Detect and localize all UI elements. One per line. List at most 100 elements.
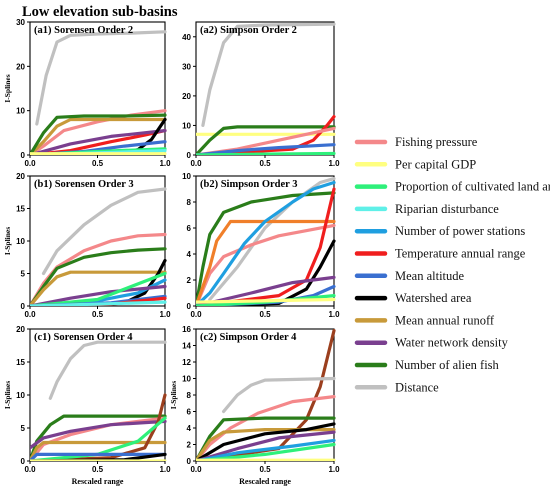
chart-panel: 0 10 20 30 0.0 0.5 1.0 (a1) Sorensen Order 2 I-S… [3, 18, 171, 168]
y-tick-label: 15 [16, 205, 25, 214]
series-line [196, 125, 336, 155]
y-tick-label: 15 [16, 358, 25, 367]
series-group [196, 329, 336, 461]
x-tick-label: 0.0 [190, 465, 202, 474]
chart-panel: 0 5 10 15 20 0.0 0.5 1.0 (c1) Sorensen Order 4 I-… [3, 325, 171, 486]
series-line [30, 232, 167, 306]
legend-item: Distance [354, 380, 439, 394]
y-tick-label: 10 [182, 172, 191, 181]
y-tick-label: 5 [21, 424, 26, 433]
x-tick-label: 1.0 [159, 310, 171, 319]
series-line [48, 340, 167, 400]
chart-panel: 0 10 20 30 40 0.0 0.5 1.0 (a2) Simpson Order 2 [182, 21, 340, 168]
legend-item: Riparian disturbance [354, 202, 499, 216]
legend-item: Watershed area [354, 291, 472, 305]
x-tick-label: 0.5 [259, 310, 271, 319]
panel-title: (a1) Sorensen Order 2 [34, 25, 133, 36]
legend-item: Number of power stations [354, 224, 525, 238]
legend-label: Watershed area [395, 291, 472, 305]
x-tick-label: 1.0 [159, 159, 171, 168]
figure-title: Low elevation sub-basins [22, 4, 178, 20]
series-group [196, 177, 336, 306]
panel-title: (b1) Sorensen Order 3 [34, 179, 134, 190]
legend-label: Riparian disturbance [395, 202, 499, 216]
series-line [196, 115, 336, 155]
x-tick-label: 0.0 [24, 159, 36, 168]
y-tick-label: 2 [187, 276, 192, 285]
legend-label: Number of power stations [395, 224, 525, 238]
legend-item: Fishing pressure [354, 135, 478, 149]
series-line [30, 129, 167, 155]
panel-title: (b2) Simpson Order 3 [200, 179, 298, 190]
plot-frame [29, 175, 166, 307]
x-tick-label: 0.5 [92, 159, 104, 168]
legend-label: Fishing pressure [395, 135, 478, 149]
x-tick-label: 1.0 [328, 465, 340, 474]
series-group [30, 340, 167, 461]
legend-item: Per capital GDP [354, 157, 476, 171]
legend-item: Number of alien fish [354, 358, 500, 372]
y-tick-label: 0 [21, 457, 26, 466]
series-line [196, 143, 336, 155]
x-tick-label: 0.5 [259, 159, 271, 168]
series-group [196, 22, 336, 155]
x-tick-label: 1.0 [328, 159, 340, 168]
y-tick-label: 2 [187, 441, 192, 450]
y-tick-label: 10 [182, 375, 191, 384]
legend-label: Mean altitude [395, 269, 465, 283]
series-line [30, 113, 167, 155]
x-tick-label: 0.5 [259, 465, 271, 474]
legend-label: Per capital GDP [395, 157, 476, 171]
y-tick-label: 30 [16, 18, 25, 27]
y-tick-label: 20 [16, 172, 25, 181]
y-tick-label: 6 [187, 408, 192, 417]
series-line [30, 284, 167, 306]
legend-label: Temperature annual range [395, 247, 526, 261]
series-line [196, 428, 336, 461]
y-tick-label: 20 [16, 325, 25, 334]
series-line [30, 117, 167, 155]
x-tick-label: 0.0 [190, 310, 202, 319]
x-tick-label: 1.0 [328, 310, 340, 319]
y-tick-label: 4 [187, 250, 192, 259]
panel-title: (c2) Simpson Order 4 [200, 332, 297, 343]
y-tick-label: 14 [182, 342, 191, 351]
y-tick-label: 0 [21, 302, 26, 311]
series-line [30, 416, 167, 461]
y-axis-label: I-Splines [169, 381, 178, 409]
legend-label: Proportion of cultivated land area [395, 180, 550, 194]
series-line [30, 419, 167, 450]
series-line [196, 297, 336, 304]
y-tick-label: 4 [187, 424, 192, 433]
series-line [41, 187, 167, 276]
x-axis-label: Rescaled range [239, 477, 291, 486]
legend-item: Mean altitude [354, 269, 465, 283]
series-line [196, 180, 336, 306]
y-tick-label: 40 [182, 33, 191, 42]
x-axis-label: Rescaled range [72, 477, 124, 486]
y-tick-label: 0 [187, 302, 192, 311]
legend-item: Mean annual runoff [354, 313, 495, 327]
series-line [196, 151, 336, 155]
legend-label: Water network density [395, 336, 509, 350]
series-line [222, 376, 336, 414]
series-line [196, 223, 336, 306]
series-line [196, 275, 336, 306]
series-line [30, 247, 167, 306]
series-line [196, 219, 336, 306]
y-tick-label: 0 [21, 151, 26, 160]
chart-panel: 0 2 4 6 8 10 0.0 0.5 1.0 (b2) Simpson Order 3 [182, 172, 340, 319]
y-tick-label: 10 [16, 237, 25, 246]
y-tick-label: 20 [182, 92, 191, 101]
x-tick-label: 0.5 [92, 310, 104, 319]
series-line [196, 422, 336, 461]
y-tick-label: 16 [182, 325, 191, 334]
legend-label: Number of alien fish [395, 358, 500, 372]
series-group [30, 187, 167, 306]
x-tick-label: 0.0 [24, 310, 36, 319]
legend-label: Distance [395, 380, 439, 394]
series-line [208, 177, 336, 302]
legend: Fishing pressure Per capital GDP Proportio… [354, 135, 550, 394]
x-tick-label: 0.0 [24, 465, 36, 474]
series-group [30, 30, 167, 155]
